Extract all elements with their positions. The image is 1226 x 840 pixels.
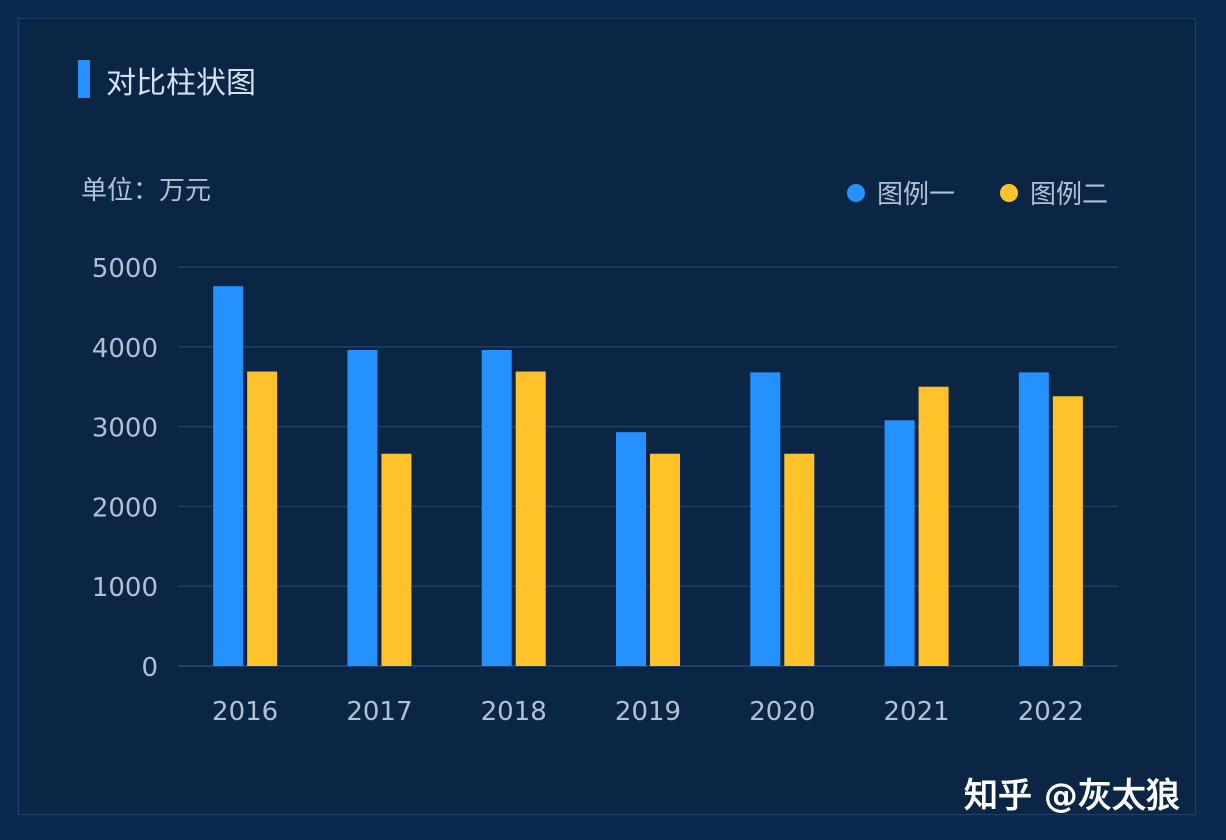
bar-1-2022 [1018,372,1049,666]
title-accent-bar [78,60,90,98]
y-tick-label: 5000 [92,254,158,284]
legend-item-series-2[interactable]: 图例二 [1000,174,1108,211]
bar-2-2018 [515,371,546,666]
bar-1-2021 [884,420,915,666]
bar-2-2017 [381,453,412,666]
watermark: 知乎 @灰太狼 [964,776,1180,816]
legend-dot-icon [1000,183,1018,202]
legend-item-series-1[interactable]: 图例一 [847,174,955,211]
bar-2-2020 [784,453,815,666]
x-tick-label: 2019 [615,697,681,727]
bar-1-2019 [616,432,646,666]
x-tick-label: 2022 [1018,697,1084,727]
x-tick-label: 2020 [749,697,815,727]
unit-label: 单位：万元 [81,176,212,206]
y-tick-label: 0 [141,653,158,683]
y-tick-label: 4000 [92,334,158,364]
legend-label: 图例一 [877,180,956,210]
y-tick-label: 2000 [92,493,158,523]
legend-dot-icon [847,183,865,202]
bar-2-2021 [918,386,949,666]
bar-2-2016 [247,371,278,666]
bar-2-2019 [650,453,680,666]
chart-title: 对比柱状图 [106,66,256,101]
bar-1-2016 [213,286,244,666]
x-tick-label: 2016 [212,697,278,727]
legend-label: 图例二 [1030,180,1109,210]
bar-2-2022 [1052,396,1083,666]
x-tick-label: 2021 [883,697,949,727]
bar-1-2018 [481,349,512,666]
bar-1-2017 [347,349,378,666]
y-tick-label: 1000 [92,573,158,603]
x-tick-label: 2018 [481,697,547,727]
bar-1-2020 [750,372,781,666]
x-tick-label: 2017 [346,697,412,727]
y-tick-label: 3000 [92,414,158,444]
